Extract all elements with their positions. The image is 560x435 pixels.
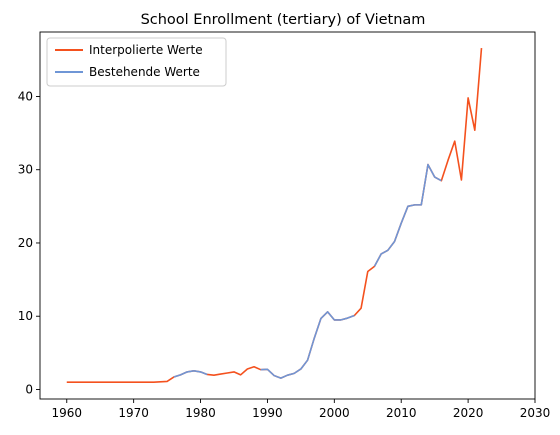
plot-frame: [39, 31, 536, 400]
y-tick-label: 40: [18, 89, 33, 103]
y-tick-label: 0: [25, 382, 33, 396]
x-tick-label: 2020: [453, 406, 484, 420]
x-axis: 1960 1970 1980 1990 2000 2010 2020 2030: [51, 399, 550, 420]
x-tick-label: 2030: [520, 406, 551, 420]
legend-label-existing: Bestehende Werte: [89, 65, 200, 79]
series-line-existing: [373, 163, 442, 267]
x-tick-label: 2010: [386, 406, 417, 420]
x-tick-label: 1980: [185, 406, 216, 420]
legend-label-interpolated: Interpolierte Werte: [89, 43, 203, 57]
x-tick-label: 1960: [51, 406, 82, 420]
y-axis: 0 10 20 30 40: [18, 89, 40, 396]
legend: Interpolierte Werte Bestehende Werte: [46, 37, 227, 87]
x-tick-label: 1990: [252, 406, 283, 420]
series-lines: [66, 48, 483, 383]
y-tick-label: 20: [18, 236, 33, 250]
series-line-existing: [260, 311, 355, 379]
x-tick-label: 1970: [118, 406, 149, 420]
series-line-existing: [173, 370, 208, 378]
plot-area: 1960 1970 1980 1990 2000 2010 2020 2030 0102030…: [18, 31, 550, 420]
y-tick-label: 30: [18, 163, 33, 177]
x-tick-label: 2000: [319, 406, 350, 420]
series-line-interpolated: [66, 48, 483, 383]
chart-title: School Enrollment (tertiary) of Vietnam: [141, 12, 426, 28]
legend-frame: [46, 37, 227, 87]
y-tick-label: 10: [18, 309, 33, 323]
